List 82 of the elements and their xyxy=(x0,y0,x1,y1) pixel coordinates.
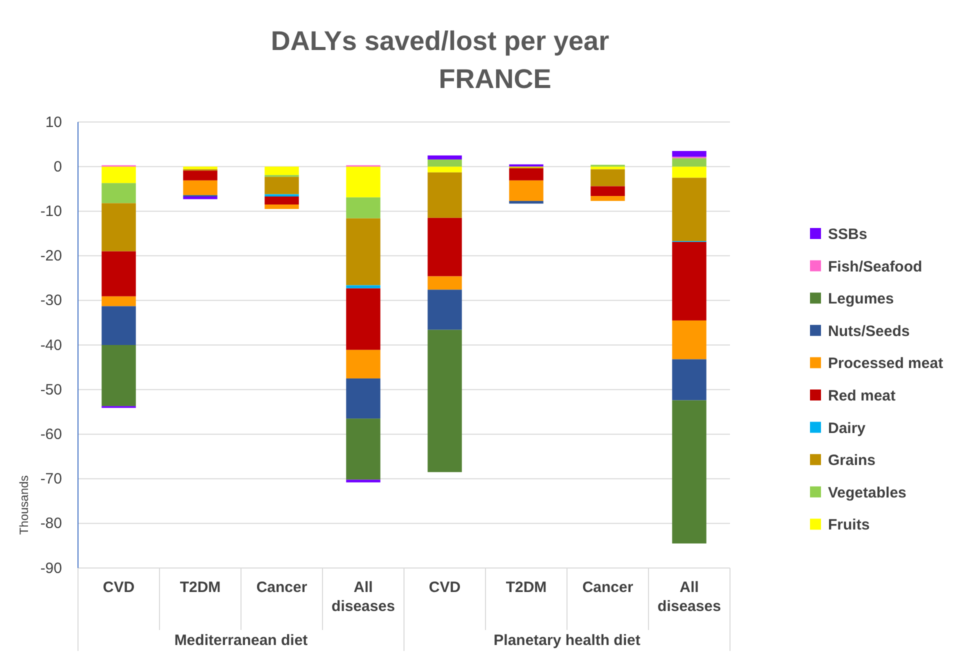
text: Planetary health diet xyxy=(494,632,640,649)
bar xyxy=(428,155,462,160)
bar xyxy=(183,196,218,200)
bar xyxy=(346,378,380,419)
bar xyxy=(183,180,218,196)
bar xyxy=(346,350,380,378)
bar xyxy=(346,288,380,350)
bar xyxy=(590,186,625,196)
bar xyxy=(590,169,625,186)
bar xyxy=(428,330,462,472)
text: Mediterranean diet xyxy=(174,632,308,649)
bar xyxy=(590,196,625,201)
y-tick-label: -40 xyxy=(40,336,62,354)
x-tick-label: T2DM xyxy=(506,579,547,596)
y-tick-label: -90 xyxy=(40,560,62,577)
bar xyxy=(183,170,218,180)
bar xyxy=(102,296,136,306)
bar xyxy=(346,197,380,218)
bar xyxy=(672,242,706,320)
bar xyxy=(346,480,380,482)
x-tick-label: All diseases xyxy=(658,579,721,615)
bar xyxy=(672,166,706,178)
legend-label: SSBs xyxy=(828,226,868,243)
x-tick-label: All diseases xyxy=(332,579,395,615)
bar xyxy=(672,150,706,157)
bar xyxy=(672,178,706,242)
bar xyxy=(509,180,544,201)
legend-label: Grains xyxy=(828,452,876,470)
bar xyxy=(672,400,706,544)
bar xyxy=(509,168,544,180)
bar xyxy=(428,276,462,290)
bar xyxy=(672,359,706,400)
legend-label: Processed meat xyxy=(828,355,944,372)
x-tick-label: T2DM xyxy=(180,579,221,596)
x-tick-label: CVD xyxy=(428,579,461,596)
bar xyxy=(264,204,299,209)
bar xyxy=(102,203,136,252)
bar xyxy=(346,285,380,288)
bar xyxy=(264,176,299,194)
bar xyxy=(509,200,544,204)
y-tick-label: -30 xyxy=(40,292,62,310)
bar xyxy=(183,166,218,170)
bar xyxy=(672,158,706,167)
bar xyxy=(346,418,380,480)
y-tick-label: -50 xyxy=(40,381,62,398)
bar xyxy=(264,196,299,205)
bar xyxy=(102,183,136,204)
legend-label: Fish/Seafood xyxy=(828,258,922,276)
x-tick-label: Cancer xyxy=(582,579,634,596)
y-tick-label: -60 xyxy=(40,426,62,443)
y-tick-label: -80 xyxy=(40,515,62,532)
bar xyxy=(428,218,462,276)
legend-label: Fruits xyxy=(828,516,870,534)
bar xyxy=(672,320,706,360)
bar xyxy=(102,345,136,406)
legend-label: Legumes xyxy=(828,290,894,308)
bar xyxy=(264,166,299,176)
x-tick-label: CVD xyxy=(102,579,135,596)
bar xyxy=(509,164,544,167)
y-tick-label: 10 xyxy=(45,114,62,131)
bar xyxy=(428,172,462,218)
y-tick-label: -70 xyxy=(40,470,62,488)
bar xyxy=(346,218,380,286)
bar xyxy=(428,166,462,172)
bar xyxy=(102,166,136,184)
legend-label: Red meat xyxy=(828,388,896,404)
bar xyxy=(428,290,462,330)
chart-title: DALYs saved/lost per year xyxy=(270,26,610,56)
bar xyxy=(102,306,136,345)
bar xyxy=(590,166,625,170)
chart-subtitle: FRANCE xyxy=(438,64,552,94)
bar xyxy=(102,251,136,296)
bar xyxy=(346,166,380,198)
bar xyxy=(428,159,462,167)
legend-label: Nuts/Seeds xyxy=(828,322,910,340)
y-tick-label: -10 xyxy=(40,203,62,220)
y-axis-title: Thousands xyxy=(17,475,31,535)
x-tick-label: Cancer xyxy=(256,579,308,596)
legend-label: Vegetables xyxy=(828,484,906,502)
y-tick-label: -20 xyxy=(40,248,62,265)
y-tick-label: 0 xyxy=(54,158,62,176)
legend-label: Dairy xyxy=(828,420,866,437)
